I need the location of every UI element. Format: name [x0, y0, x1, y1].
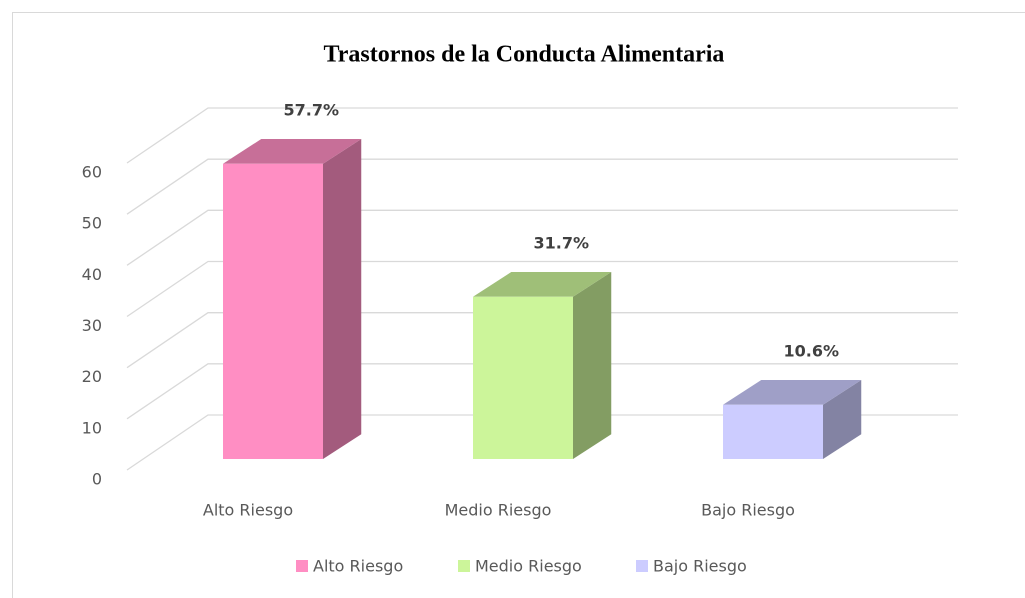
grid-line — [126, 414, 958, 471]
grid-line — [126, 260, 958, 318]
data-label: 57.7% — [283, 101, 339, 120]
legend-swatch — [636, 560, 648, 572]
y-tick-label: 60 — [82, 163, 102, 182]
chart-title: Trastornos de la Conducta Alimentaria — [324, 42, 725, 68]
x-tick-label: Alto Riesgo — [203, 501, 293, 520]
y-tick-label: 10 — [82, 418, 102, 437]
bar — [473, 272, 612, 297]
bar — [723, 404, 823, 459]
bar — [723, 380, 862, 405]
data-label: 10.6% — [783, 342, 839, 361]
legend-swatch — [458, 560, 470, 572]
legend-label: Medio Riesgo — [475, 557, 582, 576]
bar — [473, 296, 573, 459]
bar — [223, 163, 323, 460]
y-tick-label: 20 — [82, 367, 102, 386]
bar — [323, 139, 362, 460]
bar — [823, 380, 862, 459]
y-tick-label: 30 — [82, 316, 102, 335]
x-tick-label: Bajo Riesgo — [701, 501, 795, 520]
bar — [573, 272, 612, 459]
grid-line — [126, 312, 958, 369]
grid-line — [126, 107, 958, 164]
y-tick-label: 50 — [82, 214, 102, 233]
data-label: 31.7% — [533, 234, 589, 253]
legend-label: Bajo Riesgo — [653, 557, 747, 576]
y-tick-label: 0 — [92, 470, 102, 489]
grid-line — [126, 158, 958, 215]
x-tick-label: Medio Riesgo — [445, 501, 552, 520]
grid-line — [126, 363, 958, 420]
legend-swatch — [296, 560, 308, 572]
grid-line — [126, 209, 958, 266]
bar — [223, 139, 362, 164]
legend-label: Alto Riesgo — [313, 557, 403, 576]
y-tick-label: 40 — [82, 265, 102, 284]
